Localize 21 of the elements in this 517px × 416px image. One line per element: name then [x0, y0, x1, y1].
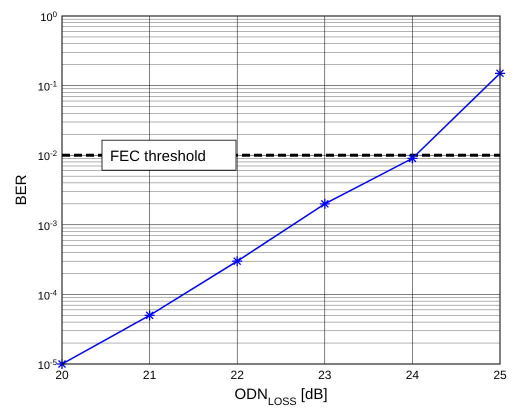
y-tick-label: 10$^{-2}$: [38, 148, 57, 164]
point: [494, 68, 506, 79]
x-tick-label: 23: [318, 368, 332, 382]
x-tick-label: 22: [230, 368, 244, 382]
x-tick-label: 20: [55, 368, 69, 382]
y-tick-label: 10$^{-4}$: [38, 288, 58, 302]
point: [406, 152, 418, 164]
x-tick-label: 21: [142, 368, 157, 382]
y-tick-label: 10$^{-5}$: [38, 358, 58, 372]
point: [319, 198, 330, 210]
point: [56, 358, 68, 370]
y-tick-label: 10$^{-1}$: [38, 79, 58, 94]
y-tick-label: 10$^{-3}$: [38, 218, 58, 233]
y-axis-title: BER: [13, 174, 30, 206]
point: [232, 256, 243, 267]
x-tick-label: 24: [406, 368, 420, 382]
x-axis-title: ODN$_{LOSS}$ [dB]: [234, 386, 328, 408]
point: [144, 310, 156, 321]
y-tick-label: 10$^{0}$: [40, 10, 58, 24]
x-tick-label: 25: [493, 368, 507, 382]
ref-line-label: FEC threshold: [110, 148, 206, 166]
